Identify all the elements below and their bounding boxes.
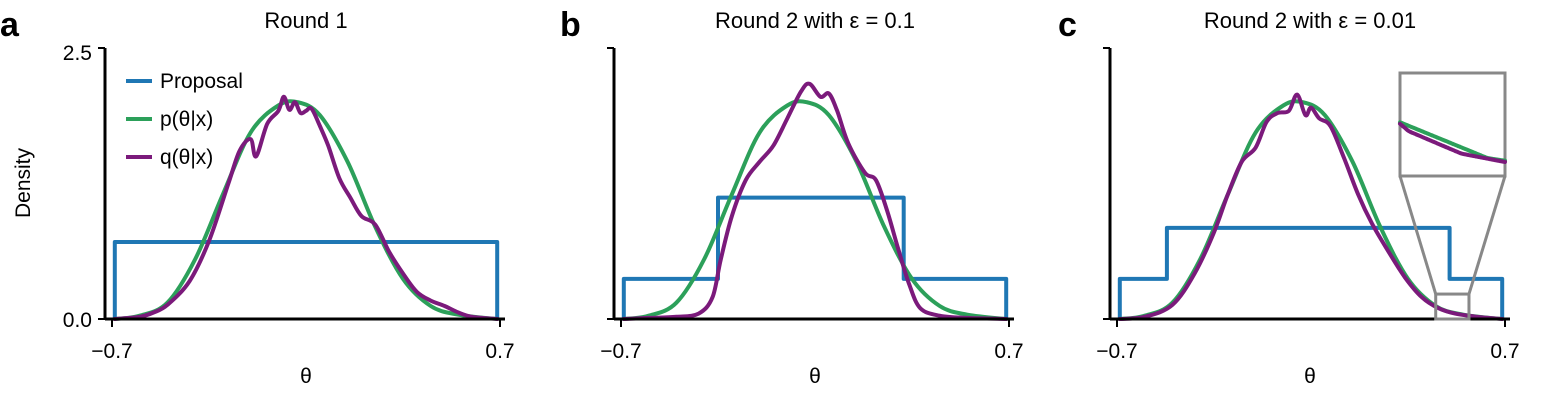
panel-b-title: Round 2 with ε = 0.1 — [715, 8, 915, 33]
panel-a: a Round 1 2.5 0.0 −0.7 0.7 θ Density Pro… — [0, 6, 515, 388]
panel-b-xlabel: θ — [809, 365, 821, 388]
panel-c-series-proposal — [1117, 225, 1505, 321]
legend-label-proposal: Proposal — [160, 70, 243, 93]
panel-a-series-proposal — [112, 240, 500, 321]
panel-a-ylabel: Density — [12, 147, 35, 218]
panel-b-series-estimate — [621, 81, 1009, 321]
zoom-connector-left — [1398, 175, 1438, 295]
panel-c-xlabel: θ — [1304, 365, 1316, 388]
panel-a-xtick-label-left: −0.7 — [91, 340, 132, 363]
legend-label-posterior: p(θ|x) — [160, 108, 213, 131]
panel-a-title: Round 1 — [264, 8, 347, 33]
panel-b-xtick-label-left: −0.7 — [600, 340, 641, 363]
panel-a-series-estimate — [112, 94, 500, 321]
panel-b-series-posterior — [621, 99, 1009, 321]
panel-b-plot — [621, 81, 1009, 321]
panel-c-xtick-label-right: 0.7 — [1490, 340, 1519, 363]
panel-c-plot — [1117, 92, 1505, 321]
legend: Proposal p(θ|x) q(θ|x) — [126, 70, 243, 169]
panel-b-xtick-label-right: 0.7 — [994, 340, 1023, 363]
panel-c-xtick-label-left: −0.7 — [1096, 340, 1137, 363]
panel-c-zoom-inset — [1398, 71, 1507, 321]
zoom-inset-series-estimate — [1398, 121, 1507, 164]
panel-b: b Round 2 with ε = 0.1 −0.7 0.7 θ — [560, 6, 1024, 388]
panel-a-xtick-label-right: 0.7 — [485, 340, 514, 363]
panel-a-ytick-label-top: 2.5 — [63, 42, 92, 65]
panel-letter-c: c — [1058, 6, 1077, 44]
legend-label-estimate: q(θ|x) — [160, 146, 213, 169]
panel-c-title: Round 2 with ε = 0.01 — [1204, 8, 1416, 33]
panel-a-plot — [112, 94, 500, 321]
panel-a-xlabel: θ — [300, 365, 312, 388]
panel-c: c Round 2 with ε = 0.01 −0.7 0.7 θ — [1058, 6, 1520, 388]
panel-letter-b: b — [560, 6, 581, 44]
panel-a-series-posterior — [112, 99, 500, 321]
panel-letter-a: a — [0, 6, 20, 44]
zoom-connector-right — [1467, 175, 1507, 295]
panel-c-series-estimate — [1117, 92, 1505, 321]
panel-a-ytick-label-bottom: 0.0 — [63, 309, 92, 332]
panel-b-series-proposal — [621, 195, 1009, 321]
zoom-source-box — [1434, 292, 1471, 321]
